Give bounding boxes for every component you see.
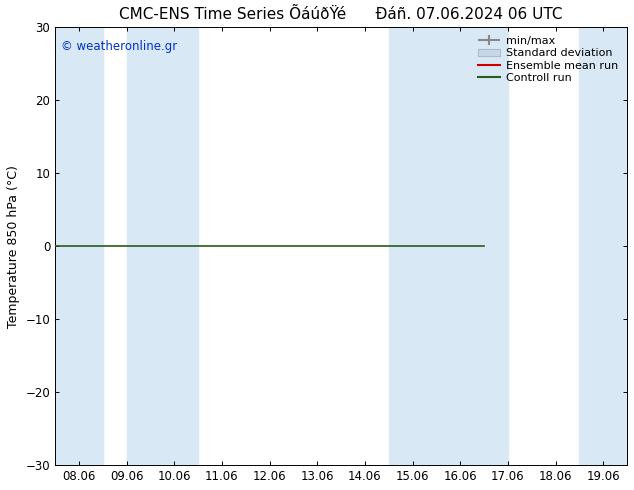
Bar bbox=[55, 27, 103, 465]
Bar bbox=[579, 27, 627, 465]
Text: © weatheronline.gr: © weatheronline.gr bbox=[61, 41, 177, 53]
Title: CMC-ENS Time Series ÕáúðŸé      Đáñ. 07.06.2024 06 UTC: CMC-ENS Time Series ÕáúðŸé Đáñ. 07.06.20… bbox=[119, 7, 563, 22]
Bar bbox=[389, 27, 508, 465]
Bar bbox=[127, 27, 198, 465]
Y-axis label: Temperature 850 hPa (°C): Temperature 850 hPa (°C) bbox=[7, 165, 20, 328]
Legend: min/max, Standard deviation, Ensemble mean run, Controll run: min/max, Standard deviation, Ensemble me… bbox=[475, 33, 621, 86]
